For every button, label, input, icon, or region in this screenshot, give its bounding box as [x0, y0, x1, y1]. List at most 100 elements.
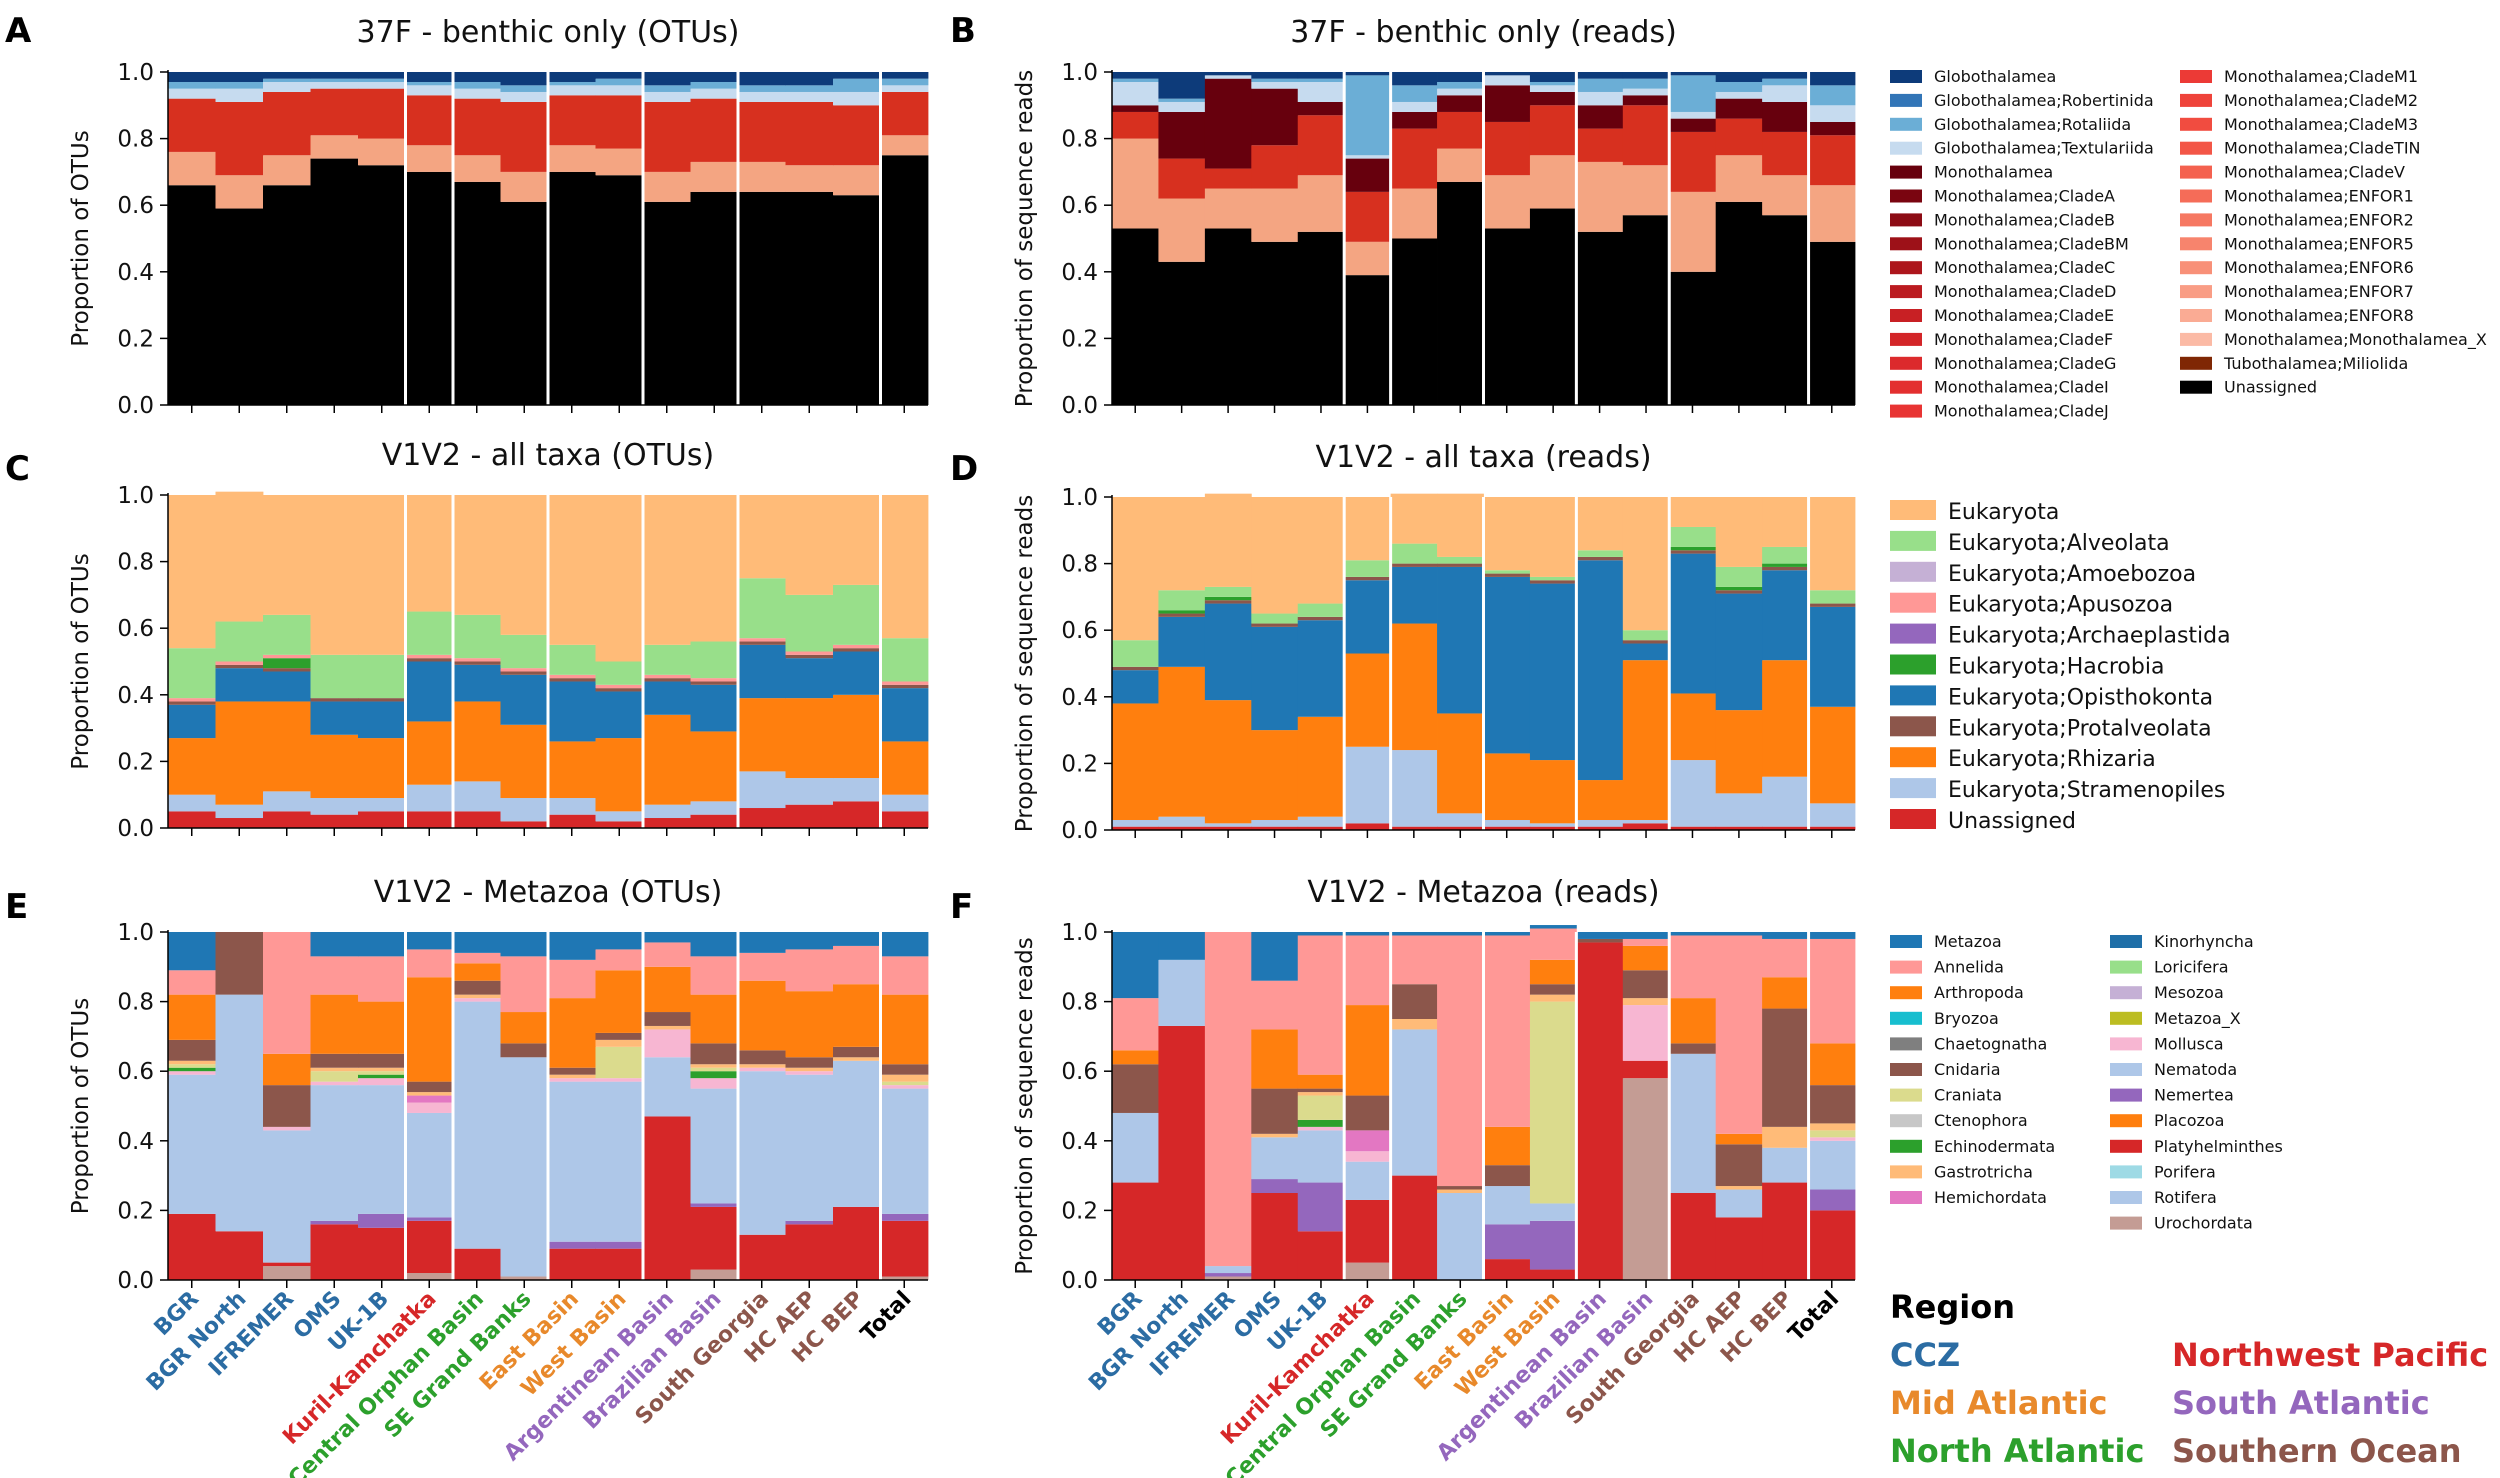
bar-uk-1b-nemertea — [1297, 1182, 1345, 1232]
bar-hc-bep-eukaryota-protalveolata — [833, 648, 881, 652]
bar-hc-bep-eukaryota — [833, 495, 881, 585]
bar-argentinean-basin-eukaryota-rhizaria — [643, 714, 691, 805]
bar-bgr-north-eukaryota-rhizaria — [1158, 666, 1206, 817]
bars — [168, 932, 929, 1280]
legend-label-eukaryota-protalveolata: Eukaryota;Protalveolata — [1948, 716, 2212, 741]
bar-oms-eukaryota-stramenopiles — [310, 798, 359, 815]
legend-swatch-echinodermata — [1890, 1139, 1922, 1153]
bar-west-basin-globothalamea-textulariida — [1529, 85, 1577, 92]
bar-bgr-north-eukaryota-hacrobia — [1158, 610, 1206, 614]
bar-bgr-eukaryota-stramenopiles — [168, 794, 216, 812]
y-tick-label: 0.8 — [1061, 990, 1098, 1016]
bar-argentinean-basin-eukaryota-opisthokonta — [1576, 560, 1624, 781]
legend-label-monothalamea-cladem2: Monothalamea;CladeM2 — [2224, 91, 2418, 110]
bar-west-basin-annelida — [1529, 928, 1577, 960]
bar-total-unassigned — [1808, 826, 1856, 830]
bar-east-basin-arthropoda — [548, 998, 596, 1068]
bar-west-basin-eukaryota-opisthokonta — [595, 691, 644, 739]
bar-brazilian-basin-cnidaria — [690, 1043, 739, 1065]
legend-swatch-tubothalamea-miliolida — [2180, 356, 2212, 370]
bar-central-orphan-basin-monothalamea-clades-a-j — [1390, 128, 1438, 189]
bar-ifremer-globothalamea — [263, 72, 311, 79]
bar-kuril-kamchatka-monothalamea-clades-a-j — [405, 95, 454, 146]
bar-argentinean-basin-monothalamea-enfor-clades — [643, 171, 691, 202]
bar-hc-bep-eukaryota-stramenopiles — [833, 778, 881, 802]
bar-bgr-eukaryota-alveolata — [168, 648, 216, 699]
bar-central-orphan-basin-eukaryota — [453, 495, 501, 615]
y-tick-label: 0.8 — [117, 127, 154, 153]
bar-kuril-kamchatka-globothalamea — [405, 72, 454, 82]
bar-ifremer-arthropoda — [263, 1053, 311, 1086]
bar-hc-bep-globothalamea — [1762, 72, 1809, 79]
bar-west-basin-platyhelminthes — [1529, 1269, 1577, 1280]
y-tick-label: 0.2 — [1061, 751, 1098, 777]
bar-total-eukaryota — [880, 495, 929, 639]
legend-swatch-monothalamea-claded — [1890, 285, 1922, 299]
bar-hc-bep-eukaryota-opisthokonta — [1762, 570, 1809, 661]
bar-west-basin-nemertea — [595, 1241, 644, 1249]
bar-east-basin-eukaryota-stramenopiles — [548, 798, 596, 815]
legend-swatch-chaetognatha — [1890, 1037, 1922, 1051]
bar-west-basin-globothalamea-textulariida — [595, 85, 644, 96]
legend-label-monothalamea-cladeb: Monothalamea;CladeB — [1934, 210, 2115, 229]
bar-west-basin-arthropoda — [1529, 959, 1577, 985]
bar-uk-1b-eukaryota — [1297, 497, 1345, 604]
bar-brazilian-basin-unassigned — [1622, 823, 1670, 830]
bar-total-craniata — [880, 1081, 929, 1086]
bar-hc-bep-globothalamea-rotaliida — [833, 78, 881, 92]
bar-argentinean-basin-eukaryota-apusozoa — [643, 674, 691, 679]
y-axis-label: Proportion of OTUs — [68, 130, 94, 346]
legend-label-monothalamea-enfor8: Monothalamea;ENFOR8 — [2224, 306, 2414, 325]
panel-title: 37F - benthic only (reads) — [1290, 15, 1677, 50]
bar-west-basin-eukaryota — [595, 495, 644, 662]
bar-east-basin-eukaryota-protalveolata — [548, 678, 596, 682]
bar-bgr-monothalamea-enfor-clades — [168, 151, 216, 186]
bar-brazilian-basin-eukaryota-rhizaria — [690, 731, 739, 802]
legend-foraminifera-col1: Globothalamea Globothalamea;Robertinida Gl… — [1890, 67, 2154, 421]
bar-ifremer-unassigned — [1204, 826, 1252, 830]
bar-total-monothalamea-enfor-clades — [1808, 185, 1856, 242]
bars — [168, 491, 929, 828]
bar-bgr-unassigned — [168, 811, 216, 828]
bar-brazilian-basin-metazoa — [690, 932, 739, 957]
bar-brazilian-basin-cnidaria — [1622, 970, 1670, 999]
bar-uk-1b-annelida — [1297, 935, 1345, 1075]
bar-kuril-kamchatka-eukaryota-alveolata — [405, 611, 454, 655]
bar-hc-bep-nematoda — [1762, 1147, 1809, 1183]
bar-bgr-north-eukaryota — [1158, 497, 1206, 591]
legend-label-nemertea: Nemertea — [2154, 1086, 2234, 1105]
legend-swatch-monothalamea-cladem1 — [2180, 70, 2212, 83]
legend-foraminifera-col2: Monothalamea;CladeM1 Monothalamea;CladeM2… — [2180, 67, 2487, 397]
bar-se-grand-banks-cnidaria — [500, 1043, 549, 1058]
bar-south-georgia-globothalamea-rotaliida — [738, 85, 786, 92]
bar-south-georgia-unassigned — [1669, 826, 1717, 830]
legend-label-monothalamea-cladev: Monothalamea;CladeV — [2224, 163, 2405, 182]
bar-central-orphan-basin-unassigned — [1390, 238, 1438, 405]
bar-kuril-kamchatka-nemertea — [405, 1217, 454, 1221]
bar-bgr-north-globothalamea-textulariida — [1158, 101, 1206, 112]
bar-se-grand-banks-annelida — [1437, 935, 1484, 1187]
bar-bgr-north-eukaryota-opisthokonta — [1158, 616, 1206, 667]
bar-east-basin-annelida — [1483, 935, 1531, 1127]
bar-hc-aep-cnidaria — [1715, 1144, 1763, 1187]
bar-east-basin-unassigned — [548, 814, 596, 828]
bar-east-basin-nemertea — [1483, 1224, 1531, 1260]
legend-label-eukaryota: Eukaryota — [1948, 500, 2059, 525]
bar-brazilian-basin-eukaryota-rhizaria — [1622, 660, 1670, 821]
bar-hc-aep-gastrotricha — [785, 1067, 834, 1072]
bar-bgr-north-eukaryota-stramenopiles — [215, 804, 264, 819]
bar-south-georgia-platyhelminthes — [738, 1234, 786, 1280]
bar-oms-eukaryota-alveolata — [310, 654, 359, 699]
bar-se-grand-banks-globothalamea — [500, 72, 549, 86]
bar-total-metazoa — [880, 932, 929, 957]
bar-bgr-globothalamea-textulariida — [168, 88, 216, 99]
bars — [168, 72, 929, 405]
bar-total-globothalamea — [880, 72, 929, 79]
bar-west-basin-platyhelminthes — [595, 1248, 644, 1280]
bar-brazilian-basin-eukaryota-stramenopiles — [690, 801, 739, 815]
legend-swatch-craniata — [1890, 1088, 1922, 1102]
bar-oms-globothalamea — [1251, 72, 1299, 79]
bar-brazilian-basin-unassigned — [690, 191, 739, 405]
legend-swatch-monothalamea-cladef — [1890, 332, 1922, 346]
legend-label-eukaryota-archaeplastida: Eukaryota;Archaeplastida — [1948, 624, 2231, 649]
